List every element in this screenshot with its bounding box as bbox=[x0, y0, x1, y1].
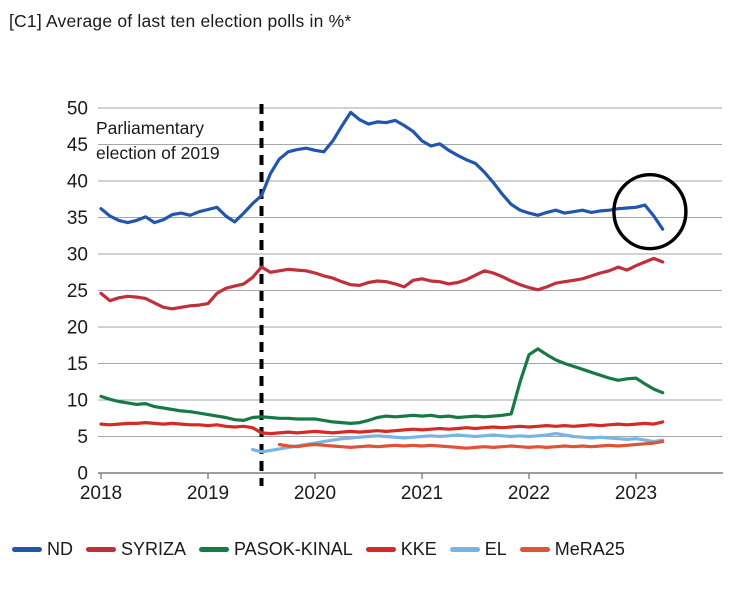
legend-item-mera25: MeRA25 bbox=[519, 539, 625, 560]
x-tick-labels: 2018 2019 2020 2021 2022 2023 bbox=[80, 483, 657, 504]
election-annotation-line1: Parliamentary bbox=[96, 118, 204, 138]
election-annotation: Parliamentary election of 2019 bbox=[96, 116, 220, 167]
legend-swatch-el bbox=[449, 547, 480, 552]
legend-swatch-nd bbox=[12, 547, 42, 552]
legend-item-pasok-kinal: PASOK-KINAL bbox=[199, 539, 353, 560]
legend-label-mera25: MeRA25 bbox=[554, 539, 625, 559]
legend-swatch-pasok-kinal bbox=[199, 547, 230, 552]
svg-text:25: 25 bbox=[67, 281, 88, 302]
svg-text:5: 5 bbox=[77, 427, 88, 448]
election-annotation-line2: election of 2019 bbox=[96, 143, 220, 164]
x-axis-ticks bbox=[100, 473, 637, 479]
svg-text:2022: 2022 bbox=[508, 483, 550, 504]
svg-text:30: 30 bbox=[67, 245, 88, 266]
series-line-kke bbox=[99, 420, 665, 436]
legend-label-el: EL bbox=[484, 539, 507, 559]
legend-label-syriza: SYRIZA bbox=[121, 539, 187, 559]
chart-title: [C1] Average of last ten election polls … bbox=[9, 11, 352, 31]
series-line-el bbox=[251, 432, 665, 454]
svg-text:10: 10 bbox=[67, 391, 88, 412]
svg-text:20: 20 bbox=[67, 318, 88, 339]
legend-item-el: EL bbox=[449, 539, 507, 560]
legend-swatch-mera25 bbox=[519, 547, 550, 552]
series-line-pasok-kinal bbox=[99, 347, 665, 425]
svg-text:2021: 2021 bbox=[401, 483, 443, 504]
svg-text:0: 0 bbox=[77, 464, 88, 485]
legend-item-syriza: SYRIZA bbox=[86, 539, 186, 560]
y-tick-labels: 0 5 10 15 20 25 30 35 40 45 50 bbox=[67, 99, 88, 485]
series-line-nd bbox=[99, 110, 665, 231]
svg-text:15: 15 bbox=[67, 354, 88, 375]
legend-label-pasok-kinal: PASOK-KINAL bbox=[234, 539, 353, 559]
svg-text:45: 45 bbox=[67, 135, 88, 156]
legend-swatch-syriza bbox=[86, 547, 116, 552]
svg-text:2018: 2018 bbox=[80, 483, 122, 504]
svg-text:50: 50 bbox=[67, 99, 88, 120]
series-line-mera25 bbox=[277, 440, 665, 450]
legend-item-nd: ND bbox=[12, 539, 73, 560]
legend-label-kke: KKE bbox=[400, 539, 437, 559]
svg-text:2023: 2023 bbox=[615, 483, 657, 504]
chart-legend: ND SYRIZA PASOK-KINAL KKE EL MeRA25 bbox=[12, 539, 625, 560]
legend-label-nd: ND bbox=[47, 539, 73, 559]
svg-text:40: 40 bbox=[67, 172, 88, 193]
svg-text:2020: 2020 bbox=[294, 483, 336, 504]
series-line-syriza bbox=[99, 256, 665, 311]
svg-text:2019: 2019 bbox=[187, 483, 229, 504]
svg-text:35: 35 bbox=[67, 208, 88, 229]
legend-item-kke: KKE bbox=[365, 539, 437, 560]
highlight-circle bbox=[612, 172, 688, 251]
legend-swatch-kke bbox=[365, 547, 396, 552]
